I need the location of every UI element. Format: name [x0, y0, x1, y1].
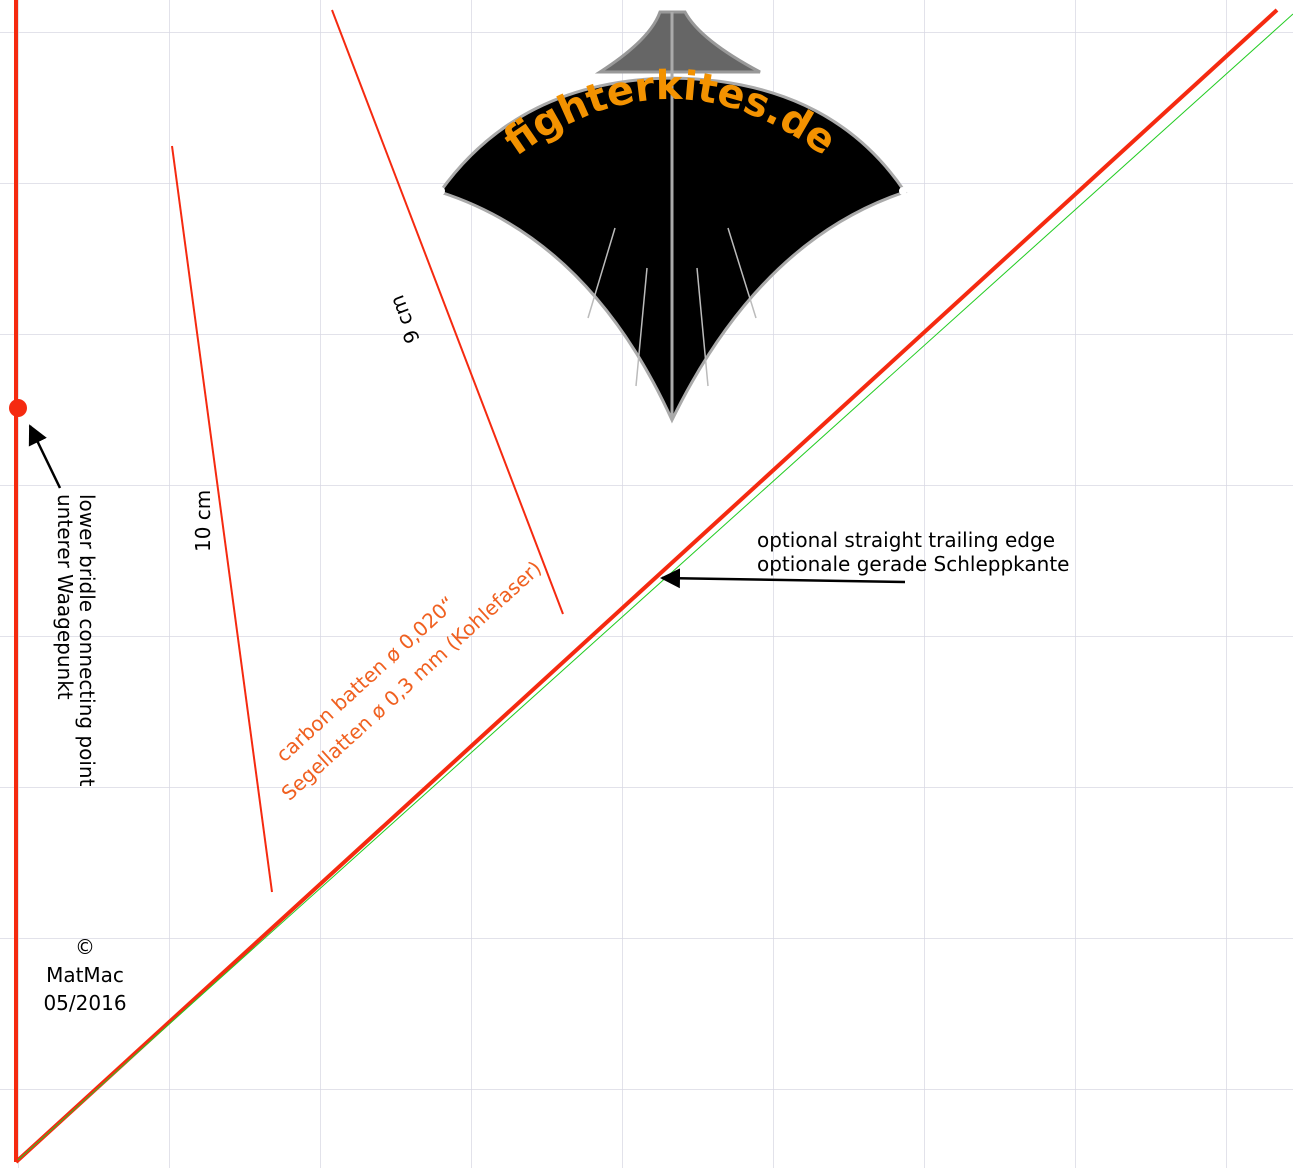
bridle-note-line: lower bridle connecting point — [75, 494, 99, 787]
arrow — [660, 568, 906, 589]
leading-edge-line — [14, 8, 1279, 1164]
arrow — [28, 424, 62, 489]
trailing-edge-note-line: optionale gerade Schleppkante — [757, 552, 1069, 576]
copyright-line: © — [75, 935, 95, 959]
bridle-note: lower bridle connecting point unterer Wa… — [53, 494, 99, 787]
bridle-point — [9, 399, 27, 417]
bridle-note-line: unterer Waagepunkt — [53, 494, 77, 700]
batten-line — [171, 145, 273, 893]
dimension-label: 10 cm — [191, 490, 215, 552]
copyright: © MatMac 05/2016 — [43, 935, 126, 1015]
trailing-edge-note: optional straight trailing edge optional… — [757, 528, 1069, 576]
trailing-edge-note-line: optional straight trailing edge — [757, 528, 1055, 552]
batten-line — [331, 9, 564, 615]
optional-trailing-edge-line — [17, 13, 1293, 1161]
copyright-line: MatMac — [46, 963, 124, 987]
copyright-line: 05/2016 — [43, 991, 126, 1015]
